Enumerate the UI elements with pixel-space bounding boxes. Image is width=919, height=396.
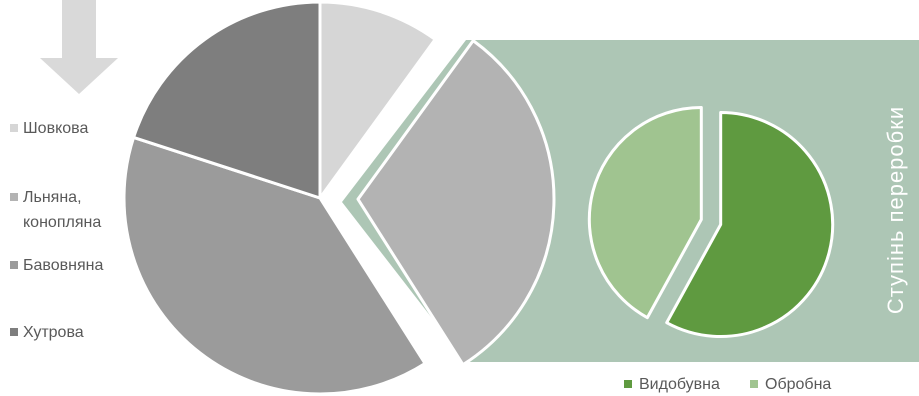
legend-label-обробна: Обробна bbox=[765, 376, 831, 393]
legend-label-хутрова: Хутрова bbox=[23, 324, 84, 341]
pie-slice-льняна-конопляна bbox=[356, 39, 556, 367]
processing-chart-title: Ступінь переробки bbox=[883, 106, 908, 314]
pie-slice-хутрова bbox=[132, 0, 322, 200]
legend-label-шовкова: Шовкова bbox=[23, 120, 88, 137]
legend-marker-льняна-конопляна bbox=[10, 193, 18, 201]
main-pie-legend: Шовкова Льняна, конопляна Бавовняна Хутрова bbox=[10, 120, 103, 341]
pie-slice-бавовняна bbox=[122, 135, 427, 396]
legend-marker-шовкова bbox=[10, 124, 18, 132]
legend-label-видобувна: Видобувна bbox=[639, 376, 720, 393]
pie-slice-видобувна bbox=[665, 110, 835, 338]
legend-marker-хутрова bbox=[10, 328, 18, 336]
legend-label-бавовняна: Бавовняна bbox=[23, 257, 103, 274]
main-pie-chart bbox=[122, 0, 556, 396]
pie-slice-шовкова bbox=[318, 0, 437, 200]
legend-marker-видобувна bbox=[624, 380, 632, 388]
legend-marker-бавовняна bbox=[10, 261, 18, 269]
legend-label-льняна-конопляна: Льняна, bbox=[23, 189, 82, 206]
down-arrow-icon bbox=[40, 0, 118, 94]
legend-label-льняна-конопляна-line2: конопляна bbox=[23, 214, 101, 231]
legend-marker-обробна bbox=[750, 380, 758, 388]
processing-pie-chart bbox=[587, 106, 835, 338]
pie-slice-обробна bbox=[587, 106, 703, 320]
processing-pie-legend: Видобувна Обробна bbox=[624, 376, 831, 393]
